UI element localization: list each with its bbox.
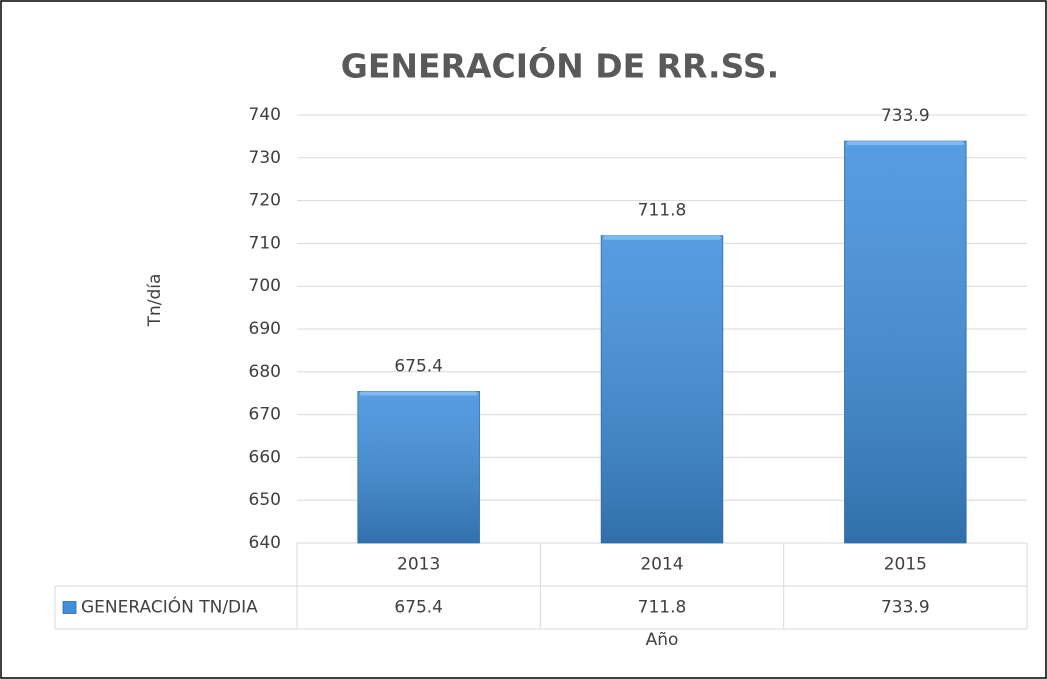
y-tick-label: 690 [249,319,281,339]
y-tick-label: 710 [249,233,281,253]
y-axis-label: Tn/día [145,274,165,328]
bar-shade [600,235,724,544]
data-label: 711.8 [638,201,687,221]
bar-cap [603,235,721,240]
chart-title: GENERACIÓN DE RR.SS. [341,46,779,86]
legend-label: GENERACIÓN TN/DIA [81,596,258,618]
y-tick-label: 730 [249,148,281,168]
data-label: 675.4 [394,356,443,376]
bar-cap [359,391,478,396]
y-tick-label: 740 [249,105,281,125]
x-tick-label: 2014 [640,555,683,575]
bar-cap [846,141,965,146]
y-tick-label: 670 [249,405,281,425]
legend-key [62,601,77,614]
bar-shade [844,140,967,544]
y-tick-label: 650 [249,490,281,510]
x-axis-label: Año [646,630,679,650]
bar-shade [357,391,480,544]
y-tick-label: 680 [249,362,281,382]
y-tick-label: 700 [249,276,281,296]
data-label: 733.9 [881,106,930,126]
table-value: 711.8 [638,598,687,618]
x-tick-label: 2015 [884,555,927,575]
y-tick-label: 640 [249,533,281,553]
table-value: 675.4 [394,598,443,618]
y-tick-label: 660 [249,447,281,467]
table-value: 733.9 [881,598,930,618]
x-tick-label: 2013 [397,555,440,575]
y-tick-label: 720 [249,191,281,211]
